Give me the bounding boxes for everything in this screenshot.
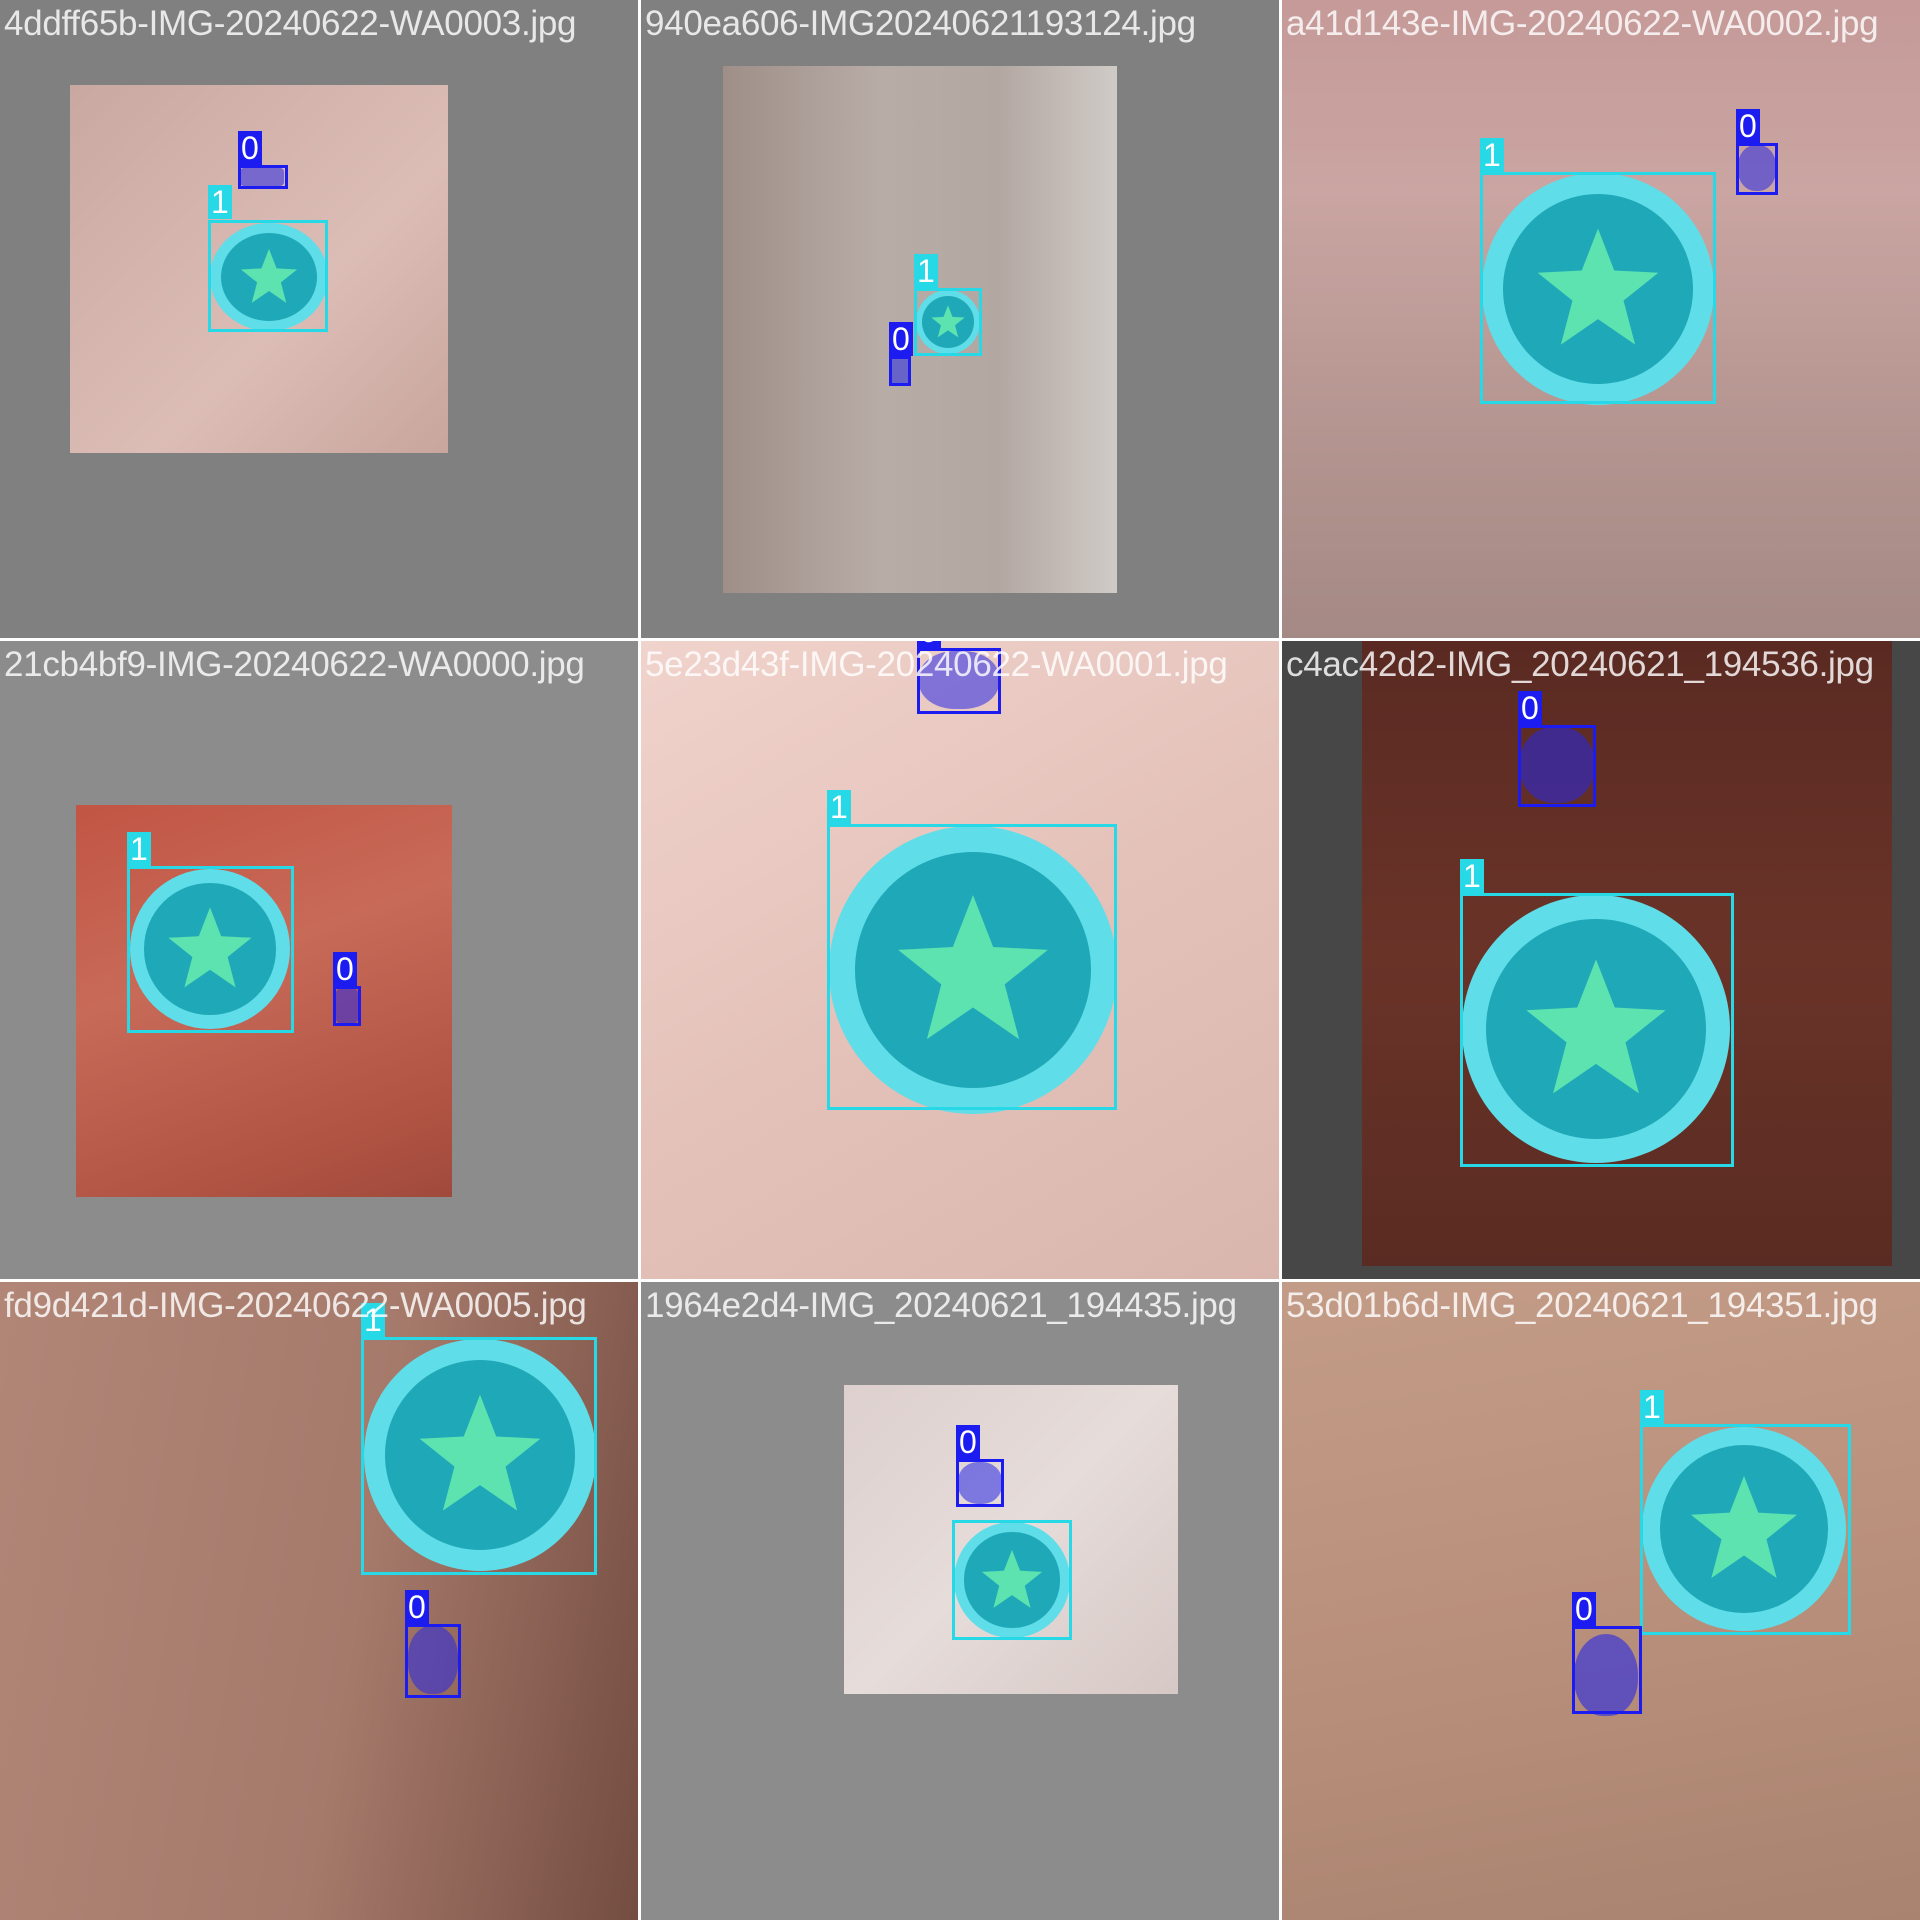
tile-3: 1 0 a41d143e-IMG-20240622-WA0002.jpg [1282, 0, 1920, 638]
tile-filename: 4ddff65b-IMG-20240622-WA0003.jpg [4, 4, 577, 43]
tile-7: 1 0 fd9d421d-IMG-20240622-WA0005.jpg [0, 1282, 638, 1920]
detection-box-hole [956, 1459, 1004, 1507]
star-icon [1690, 1475, 1798, 1578]
class-label-sticker: 1 [827, 790, 851, 824]
class-label-hole: 0 [956, 1425, 980, 1459]
star-icon [240, 248, 298, 303]
detection-box-sticker [361, 1337, 597, 1575]
star-icon [168, 907, 252, 988]
class-label-sticker: 1 [914, 254, 938, 288]
star-icon [898, 895, 1048, 1040]
detection-box-sticker [1460, 893, 1734, 1167]
detection-box-hole [889, 356, 911, 386]
star-icon [1537, 228, 1659, 345]
sticker [364, 1339, 596, 1571]
sticker [1462, 895, 1730, 1163]
detection-box-hole [238, 165, 288, 189]
star-icon [931, 305, 965, 338]
tile-filename: c4ac42d2-IMG_20240621_194536.jpg [1286, 645, 1874, 684]
detection-box-hole [1736, 143, 1778, 195]
tile-9: 1 0 53d01b6d-IMG_20240621_194351.jpg [1282, 1282, 1920, 1920]
tile-filename: 53d01b6d-IMG_20240621_194351.jpg [1286, 1286, 1878, 1325]
detection-box-sticker [827, 824, 1117, 1110]
sticker [916, 290, 980, 354]
hole-mask [336, 989, 358, 1023]
detection-box-sticker [208, 220, 328, 332]
class-label-hole: 0 [405, 1590, 429, 1624]
detection-box-hole [333, 986, 361, 1026]
class-label-sticker: 1 [127, 832, 151, 866]
tile-8: 0 1964e2d4-IMG_20240621_194435.jpg [641, 1282, 1279, 1920]
tile-4: 1 0 21cb4bf9-IMG-20240622-WA0000.jpg [0, 641, 638, 1279]
hole-mask [1520, 727, 1594, 803]
class-label-hole: 0 [1518, 691, 1542, 725]
hole-mask [919, 651, 999, 709]
tile-filename: 5e23d43f-IMG-20240622-WA0001.jpg [645, 645, 1228, 684]
class-label-sticker: 1 [1460, 859, 1484, 893]
sticker [829, 826, 1117, 1114]
tile-filename: a41d143e-IMG-20240622-WA0002.jpg [1286, 4, 1879, 43]
tile-2: 1 0 940ea606-IMG20240621193124.jpg [641, 0, 1279, 638]
class-label-hole: 0 [1572, 1592, 1596, 1626]
star-icon [1526, 959, 1666, 1094]
detection-box-sticker [1640, 1424, 1851, 1635]
class-label-hole: 0 [333, 952, 357, 986]
sticker [130, 869, 290, 1029]
tile-filename: 940ea606-IMG20240621193124.jpg [645, 4, 1196, 43]
sticker [954, 1522, 1070, 1638]
detection-box-hole [1518, 725, 1596, 807]
tile-1: 1 0 4ddff65b-IMG-20240622-WA0003.jpg [0, 0, 638, 638]
hole-mask [408, 1626, 458, 1694]
detection-box-sticker [914, 288, 982, 356]
star-icon [419, 1394, 541, 1511]
hole-mask [891, 358, 909, 384]
detection-box-hole [405, 1624, 461, 1698]
hole-mask [240, 168, 284, 186]
detection-box-hole [917, 648, 1001, 714]
sticker [210, 223, 328, 331]
detection-box-sticker [127, 866, 294, 1033]
class-label-hole: 0 [889, 322, 913, 356]
class-label-sticker: 1 [208, 185, 232, 219]
class-label-sticker: 1 [1480, 138, 1504, 172]
class-label-sticker: 1 [1640, 1390, 1664, 1424]
class-label-sticker: 1 [361, 1303, 385, 1337]
tile-filename: 21cb4bf9-IMG-20240622-WA0000.jpg [4, 645, 585, 684]
hole-mask [1738, 145, 1776, 191]
sticker [1482, 173, 1714, 405]
star-icon [981, 1549, 1043, 1608]
class-label-hole: 0 [238, 131, 262, 165]
hole-mask [958, 1462, 1002, 1504]
hole-mask [1574, 1634, 1638, 1716]
class-label-hole: 0 [917, 641, 941, 648]
detection-box-hole [1572, 1626, 1642, 1714]
tile-6: 1 0 c4ac42d2-IMG_20240621_194536.jpg [1282, 641, 1920, 1279]
detection-box-sticker [1480, 172, 1716, 404]
tile-filename: fd9d421d-IMG-20240622-WA0005.jpg [4, 1286, 587, 1325]
class-label-hole: 0 [1736, 109, 1760, 143]
tile-5: 1 0 5e23d43f-IMG-20240622-WA0001.jpg [641, 641, 1279, 1279]
tile-filename: 1964e2d4-IMG_20240621_194435.jpg [645, 1286, 1237, 1325]
sticker [1642, 1427, 1846, 1631]
detection-box-sticker [952, 1520, 1072, 1640]
